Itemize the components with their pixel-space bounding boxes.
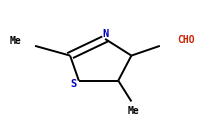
Text: S: S xyxy=(70,79,76,89)
Text: CHO: CHO xyxy=(177,35,195,45)
Text: Me: Me xyxy=(9,36,21,46)
Text: N: N xyxy=(102,29,108,39)
Text: Me: Me xyxy=(128,106,140,116)
